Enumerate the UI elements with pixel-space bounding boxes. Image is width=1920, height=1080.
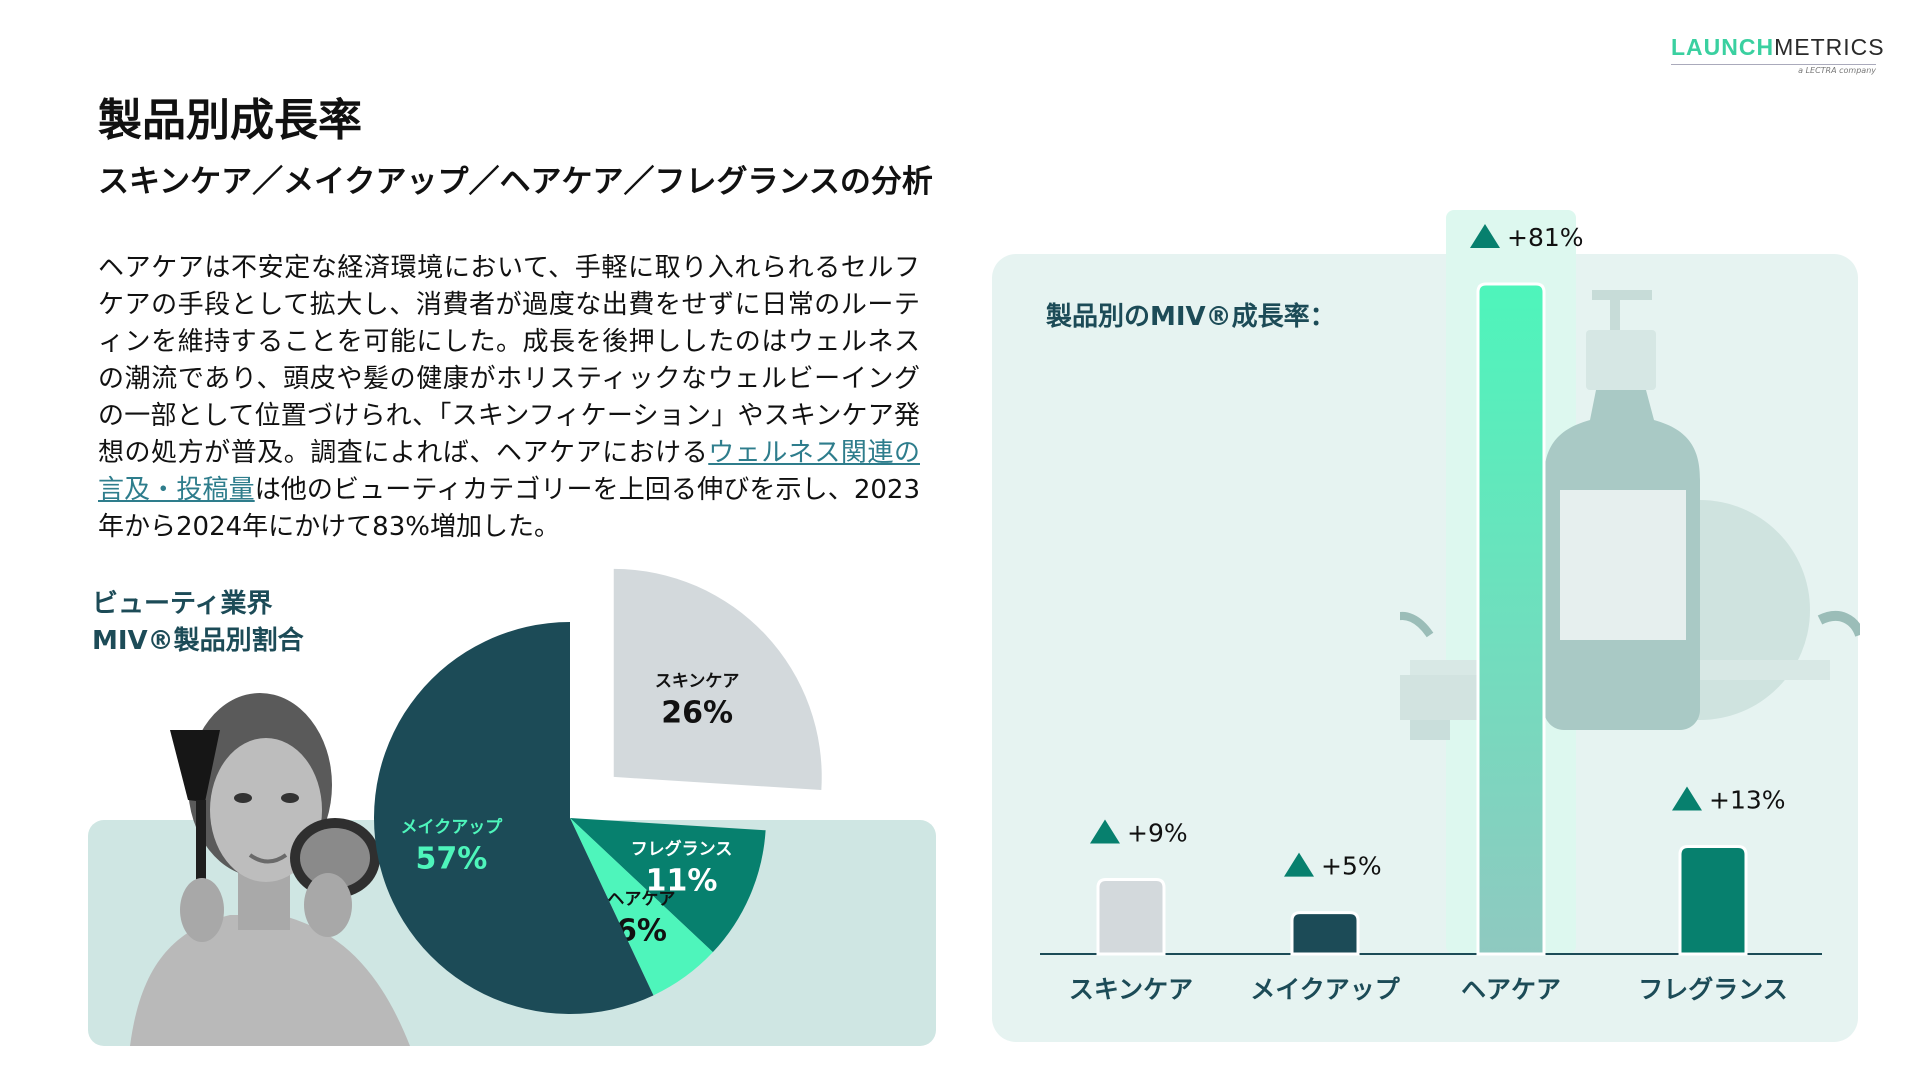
pie-title-line2: MIV®製品別割合	[92, 626, 304, 656]
page-title: 製品別成長率	[98, 95, 362, 146]
bar-value-label: +13%	[1709, 785, 1786, 814]
bar-chart-title: 製品別のMIV®成長率：	[1046, 302, 1336, 332]
bar-category-label: スキンケア	[1069, 975, 1193, 1004]
body-text-before: ヘアケアは不安定な経済環境において、手軽に取り入れられるセルフケアの手段として拡…	[98, 253, 920, 468]
pie-slice-label: ヘアケア	[607, 889, 675, 909]
up-triangle-icon	[1672, 786, 1702, 811]
pie-slice-value: 26%	[661, 696, 733, 731]
bar-value-label: +81%	[1507, 223, 1584, 252]
pie-chart-title: ビューティ業界 MIV®製品別割合	[92, 586, 304, 660]
bar	[1678, 844, 1748, 956]
bar-value-label: +5%	[1321, 852, 1382, 881]
logo-part2: METRICS	[1774, 34, 1885, 60]
bar	[1476, 282, 1546, 956]
logo-part1: LAUNCH	[1671, 34, 1775, 60]
launchmetrics-logo: LAUNCHMETRICS a LECTRA company	[1671, 34, 1884, 75]
bar-category-label: ヘアケア	[1461, 975, 1561, 1004]
pie-title-line1: ビューティ業界	[92, 589, 273, 619]
pie-slice-label: メイクアップ	[401, 817, 504, 838]
bar-category-label: フレグランス	[1638, 975, 1788, 1004]
bar	[1290, 911, 1360, 956]
pie-slice	[373, 622, 654, 1014]
up-triangle-icon	[1284, 852, 1314, 877]
body-paragraph: ヘアケアは不安定な経済環境において、手軽に取り入れられるセルフケアの手段として拡…	[98, 250, 920, 546]
bar-category-label: メイクアップ	[1250, 975, 1401, 1004]
pie-slice	[570, 818, 713, 996]
pie-slice-value: 57%	[416, 842, 488, 877]
bottle-product-image	[1400, 290, 1860, 740]
pie-slice	[613, 568, 822, 790]
up-triangle-icon	[1090, 819, 1120, 844]
pie-slice-label: スキンケア	[655, 672, 740, 692]
page-subtitle: スキンケア／メイクアップ／ヘアケア／フレグランスの分析	[98, 164, 933, 200]
pie-slice	[570, 818, 766, 953]
up-triangle-icon	[1470, 224, 1500, 248]
pie-slice-label: フレグランス	[631, 838, 733, 859]
wellness-mentions-link[interactable]: ウェルネス関連の言及・投稿量	[98, 438, 920, 505]
bar-value-label: +9%	[1127, 819, 1188, 848]
pie-slice-value: 11%	[646, 863, 718, 898]
body-text-after: は他のビューティカテゴリーを上回る伸びを示し、2023年から2024年にかけて8…	[98, 475, 920, 542]
woman-with-brush-image	[130, 693, 410, 1046]
bar	[1096, 878, 1166, 956]
logo-sub: a LECTRA company	[1798, 66, 1876, 75]
